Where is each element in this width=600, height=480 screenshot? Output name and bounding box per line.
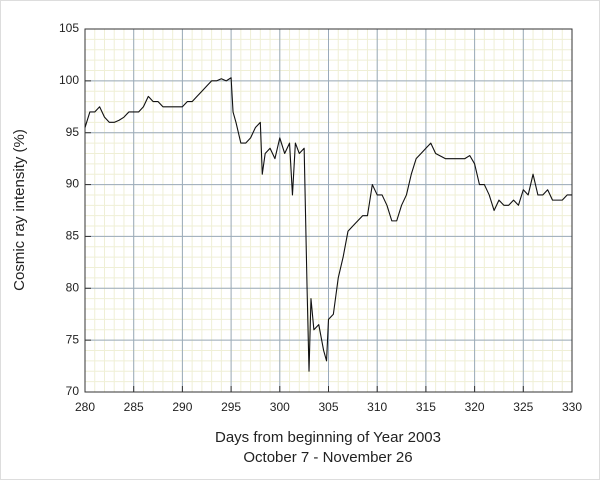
y-tick-label: 80 xyxy=(66,280,80,294)
x-tick-label: 320 xyxy=(465,400,485,414)
x-tick-label: 330 xyxy=(562,400,582,414)
x-tick-label: 300 xyxy=(270,400,290,414)
data-line xyxy=(84,77,572,372)
y-tick-label: 100 xyxy=(59,73,79,87)
y-tick-label: 70 xyxy=(66,384,80,398)
y-tick-label: 85 xyxy=(66,229,80,243)
x-tick-label: 295 xyxy=(221,400,241,414)
y-tick-label: 75 xyxy=(66,332,80,346)
x-axis-title: Days from beginning of Year 2003 xyxy=(215,429,441,446)
y-axis-title: Cosmic ray intensity (%) xyxy=(11,129,28,291)
x-tick-label: 285 xyxy=(124,400,144,414)
x-tick-label: 310 xyxy=(367,400,387,414)
x-tick-label: 280 xyxy=(75,400,95,414)
x-tick-label: 290 xyxy=(172,400,192,414)
y-tick-label: 105 xyxy=(59,21,79,35)
x-tick-label: 315 xyxy=(416,400,436,414)
y-tick-label: 90 xyxy=(66,177,80,191)
plot-border xyxy=(84,28,573,393)
x-tick-label: 305 xyxy=(318,400,338,414)
y-tick-label: 95 xyxy=(66,125,80,139)
x-tick-label: 325 xyxy=(513,400,533,414)
x-axis-subtitle: October 7 - November 26 xyxy=(243,449,412,466)
